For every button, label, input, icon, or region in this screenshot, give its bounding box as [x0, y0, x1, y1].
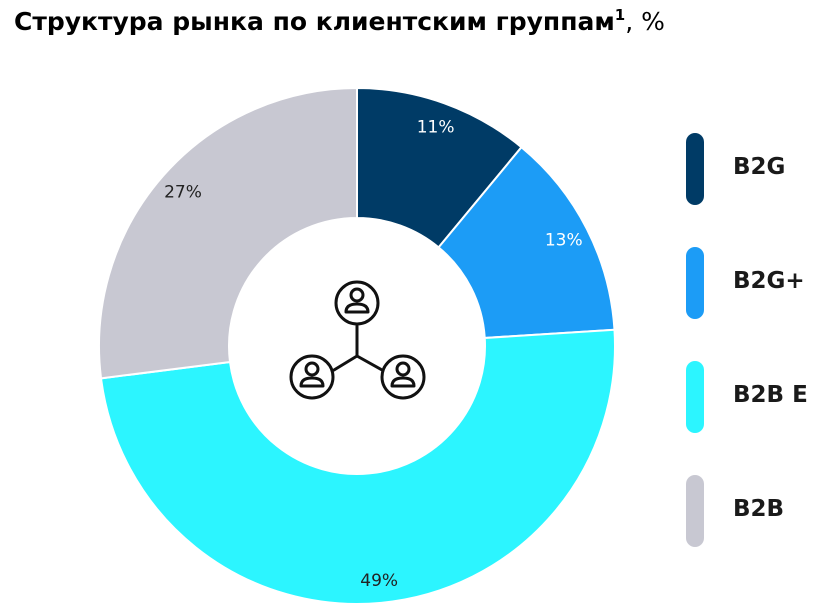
legend-item-b2g-plus: B2G+ — [686, 247, 836, 319]
legend-swatch — [686, 361, 704, 433]
people-network-icon — [289, 280, 426, 400]
legend-swatch — [686, 475, 704, 547]
legend-item-b2b: B2B — [686, 475, 836, 547]
legend-swatch — [686, 133, 704, 205]
legend-label: B2B E — [733, 382, 808, 408]
chart-title-text: Структура рынка по клиентским группам — [14, 7, 615, 36]
chart-title: Структура рынка по клиентским группам1, … — [14, 6, 665, 36]
legend-label: B2B — [733, 496, 785, 522]
legend-label: B2G+ — [733, 268, 805, 294]
slice-b2b — [98, 86, 358, 380]
legend-item-b2g: B2G — [686, 133, 836, 205]
slice-label-b2g+: 13% — [545, 231, 583, 251]
slice-label-b2b: 27% — [164, 183, 202, 203]
legend-label: B2G — [733, 154, 786, 180]
donut-slices — [98, 86, 616, 605]
donut-slice-labels: 11% 13% 49% 27% — [164, 118, 583, 591]
legend-item-b2b-e: B2B E — [686, 361, 836, 433]
chart-title-footnote: 1 — [614, 6, 626, 24]
slice-label-b2g: 11% — [417, 118, 455, 138]
legend-swatch — [686, 247, 704, 319]
slice-b2b-e — [99, 328, 616, 605]
slice-label-b2b-e: 49% — [360, 571, 398, 591]
chart-title-unit: , % — [625, 7, 665, 36]
